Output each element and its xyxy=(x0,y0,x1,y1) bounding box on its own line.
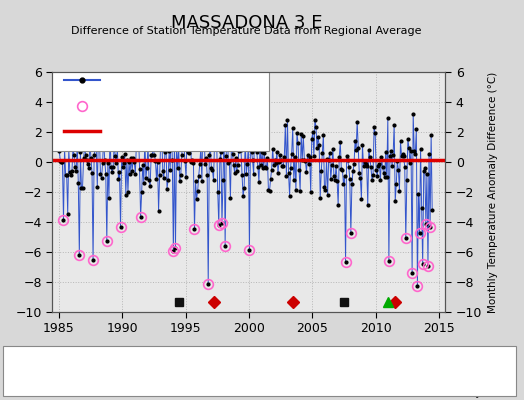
Text: Record Gap: Record Gap xyxy=(147,368,207,378)
Text: ▼: ▼ xyxy=(241,366,250,379)
Text: Quality Control Failed: Quality Control Failed xyxy=(111,101,209,110)
Text: ■: ■ xyxy=(367,366,378,379)
FancyBboxPatch shape xyxy=(52,72,268,151)
Y-axis label: Monthly Temperature Anomaly Difference (°C): Monthly Temperature Anomaly Difference (… xyxy=(488,71,498,313)
Text: ▲: ▲ xyxy=(131,366,140,379)
Text: Estimated Station Mean Bias: Estimated Station Mean Bias xyxy=(111,126,242,135)
Text: Empirical Break: Empirical Break xyxy=(383,368,465,378)
Text: Difference from Regional Average: Difference from Regional Average xyxy=(111,76,265,85)
Text: ◆: ◆ xyxy=(16,366,25,379)
Text: MASSADONA 3 E: MASSADONA 3 E xyxy=(170,14,322,32)
Text: Time of Obs. Change: Time of Obs. Change xyxy=(257,368,366,378)
Text: Difference of Station Temperature Data from Regional Average: Difference of Station Temperature Data f… xyxy=(71,26,421,36)
Text: Berkeley Earth: Berkeley Earth xyxy=(437,388,514,398)
Text: Station Move: Station Move xyxy=(31,368,100,378)
